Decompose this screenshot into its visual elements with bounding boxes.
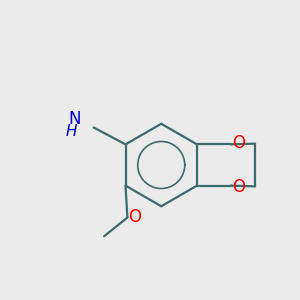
Text: N: N [68, 110, 80, 128]
Text: O: O [232, 134, 245, 152]
Text: O: O [128, 208, 142, 226]
Text: H: H [65, 124, 77, 139]
Text: O: O [232, 178, 245, 196]
